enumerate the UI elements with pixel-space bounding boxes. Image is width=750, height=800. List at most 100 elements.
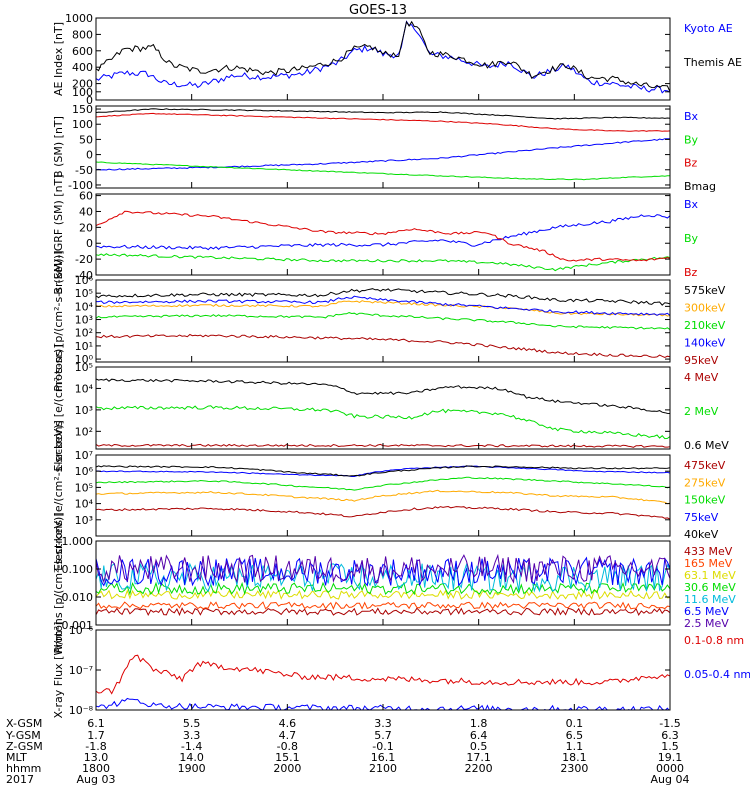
ephem-row-label: X-GSM (6, 717, 42, 730)
y-tick-label: 10³ (75, 404, 93, 417)
ephem-value: 16.1 (371, 751, 396, 764)
ephem-value: 2100 (369, 762, 397, 775)
legend-protons_high-3: 30.6 MeV (684, 581, 736, 594)
legend-protons_low-3: 140keV (684, 337, 726, 350)
legend-protons_low-4: 95keV (684, 354, 719, 367)
y-tick-label: -40 (75, 269, 93, 282)
ephem-value: 6.3 (661, 729, 679, 742)
legend-protons_low-2: 210keV (684, 319, 726, 332)
y-tick-label: 10⁻⁶ (69, 624, 94, 637)
y-axis-label: Electrons [e/(cm²-s-sr-keV)] (52, 420, 65, 571)
y-tick-label: 20 (79, 221, 93, 234)
ephem-value: 0000 (656, 762, 684, 775)
y-tick-label: -100 (68, 179, 93, 192)
panel-frame (95, 540, 671, 626)
ephem-value: 5.7 (374, 729, 392, 742)
ephem-value: -0.8 (277, 740, 298, 753)
y-tick-label: 10³ (75, 514, 93, 527)
series-protons_low-1 (96, 300, 670, 317)
legend-electrons_low-2: 150keV (684, 494, 726, 507)
series-ae-0 (96, 20, 670, 94)
y-tick-label: 60 (79, 190, 93, 203)
y-axis-label: B (SM) [nT] (52, 116, 65, 178)
legend-electrons_low-4: 40keV (684, 528, 719, 541)
ephem-value: 15.1 (275, 751, 300, 764)
legend-bsm-0: Bx (684, 110, 699, 123)
y-tick-label: 1.000 (62, 535, 94, 548)
ephem-value: -1.8 (85, 740, 106, 753)
ephem-value: 18.1 (562, 751, 587, 764)
series-electrons_low-2 (96, 476, 670, 491)
ephem-value: 5.5 (183, 717, 201, 730)
y-tick-label: 10¹ (75, 340, 93, 353)
panel-frame (95, 629, 671, 711)
legend-protons_high-1: 165 MeV (684, 557, 733, 570)
series-bsm-0 (96, 138, 670, 171)
series-protons_high-4 (96, 561, 670, 593)
ephem-value: 14.0 (179, 751, 204, 764)
legend-protons_low-1: 300keV (684, 302, 726, 315)
y-tick-label: 10⁶ (75, 274, 94, 287)
ephem-value: 1.7 (87, 729, 105, 742)
y-tick-label: 0.010 (62, 591, 94, 604)
y-tick-label: 10⁻⁷ (69, 664, 93, 677)
y-tick-label: 800 (72, 28, 93, 41)
series-electrons_low-4 (96, 465, 670, 477)
y-axis-label: B (SM)-IGRF (SM) [nT] (52, 174, 65, 294)
legend-electrons_high-0: 4 MeV (684, 371, 719, 384)
y-tick-label: 10⁴ (75, 498, 94, 511)
series-electrons_high-1 (96, 405, 670, 440)
y-tick-label: 40 (79, 205, 93, 218)
y-tick-label: 10⁰ (75, 353, 94, 366)
series-protons_high-2 (96, 589, 670, 601)
series-electrons_low-3 (96, 465, 670, 477)
y-tick-label: 1000 (65, 12, 93, 25)
y-tick-label: 50 (79, 133, 93, 146)
ephem-value: 4.7 (279, 729, 297, 742)
ephem-value: 2000 (273, 762, 301, 775)
y-tick-label: 10² (75, 425, 93, 438)
y-tick-label: 10⁶ (75, 465, 94, 478)
ephem-value: 0.5 (470, 740, 488, 753)
legend-electrons_high-1: 2 MeV (684, 405, 719, 418)
legend-protons_high-6: 2.5 MeV (684, 617, 729, 630)
legend-bsm-2: Bz (684, 157, 698, 170)
ephem-value: -1.4 (181, 740, 202, 753)
legend-bsm-1: By (684, 133, 699, 146)
legend-protons_high-2: 63.1 MeV (684, 569, 736, 582)
y-tick-label: 100 (72, 118, 93, 131)
y-tick-label: 10² (75, 327, 93, 340)
ephem-value: 4.6 (279, 717, 297, 730)
panel-electrons_low: 10³ 10⁴ 10⁵ 10⁶ 10⁷ Electrons [e/(cm²-s-sr-ke… (52, 420, 726, 571)
series-bsm-3 (96, 108, 670, 120)
series-bsm-2 (96, 112, 670, 132)
y-tick-label: 0.100 (62, 563, 94, 576)
y-tick-label: -50 (75, 164, 93, 177)
series-protons_low-2 (96, 312, 670, 331)
panel-frame (95, 279, 671, 363)
series-protons_high-3 (96, 581, 670, 596)
legend-electrons_high-2: 0.6 MeV (684, 439, 729, 452)
series-bigrf-0 (96, 214, 670, 251)
panel-bigrf: -40 -20 0 20 40 60 B (SM)-IGRF (SM) [nT] Bx By Bz (52, 174, 699, 294)
ephem-value: 1900 (178, 762, 206, 775)
panel-xray: 10⁻⁸ 10⁻⁷ 10⁻⁶ X-ray Flux [W/m²] 0.1-0.8 nm 0… (52, 622, 750, 719)
ephem-value: 1.5 (661, 740, 679, 753)
ephem-value: 1800 (82, 762, 110, 775)
legend-protons_high-5: 6.5 MeV (684, 605, 729, 618)
y-tick-label: 400 (72, 61, 93, 74)
panel-bsm: -100 -50 0 50 100 150 B (SM) [nT] Bx By Bz Bmag (52, 103, 716, 193)
y-tick-label: 10⁵ (75, 481, 93, 494)
ephem-value: 6.5 (566, 729, 584, 742)
y-tick-label: -20 (75, 253, 93, 266)
series-protons_high-1 (96, 601, 670, 610)
legend-bigrf-2: Bz (684, 266, 698, 279)
ephem-row-label: 2017 (6, 773, 34, 786)
y-tick-label: 100 (72, 86, 93, 99)
series-electrons_low-1 (96, 489, 670, 505)
y-axis-label: Electrons [e/(cm²-s-sr)] (52, 344, 65, 471)
ephem-row-label: Z-GSM (6, 740, 43, 753)
ephem-value: 2200 (465, 762, 493, 775)
legend-bigrf-1: By (684, 232, 699, 245)
